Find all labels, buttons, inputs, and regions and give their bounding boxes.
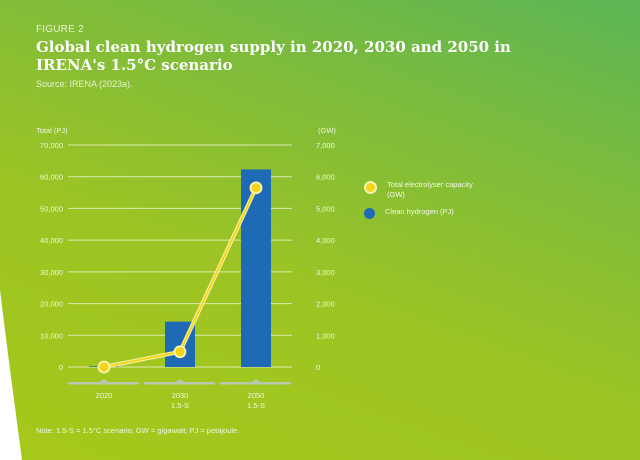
legend-item-electrolyser: Total electrolyser capacity (GW)	[364, 180, 487, 200]
chart-title: Global clean hydrogen supply in 2020, 20…	[36, 38, 511, 74]
y-tick-left: 40,000	[40, 236, 63, 245]
bar-clean-hydrogen	[241, 169, 271, 367]
x-tick-label: 2020	[96, 391, 113, 400]
legend-label: Clean hydrogen (PJ)	[385, 207, 454, 216]
y-tick-right: 2,000	[316, 300, 335, 309]
note-text: Note: 1.5-S = 1.5°C scenario; GW = gigaw…	[36, 426, 240, 435]
y-tick-right: 6,000	[316, 173, 335, 182]
y-tick-right: 4,000	[316, 236, 335, 245]
x-tick-label: 2030	[172, 391, 189, 400]
y-tick-right: 0	[316, 363, 320, 372]
y-tick-left: 60,000	[40, 173, 63, 182]
figure-label: FIGURE 2	[36, 24, 84, 35]
legend: Total electrolyser capacity (GW) Clean h…	[364, 180, 487, 226]
y-tick-left: 50,000	[40, 204, 63, 213]
x-axis-tick	[176, 379, 184, 382]
y-tick-right: 7,000	[316, 141, 335, 150]
y-axis-left-label: Total (PJ)	[36, 126, 68, 135]
x-axis-tick	[252, 379, 260, 382]
y-tick-left: 20,000	[40, 300, 63, 309]
source-text: Source: IRENA (2023a).	[36, 79, 133, 89]
x-tick-label: 2050	[248, 391, 265, 400]
x-tick-sublabel: 1.5-S	[247, 401, 265, 410]
y-tick-left: 10,000	[40, 331, 63, 340]
yellow-dot-icon	[364, 181, 377, 194]
y-tick-left: 30,000	[40, 268, 63, 277]
line-point	[249, 181, 263, 195]
x-axis-segment	[144, 382, 215, 385]
legend-item-hydrogen: Clean hydrogen (PJ)	[364, 207, 487, 219]
line-point	[97, 360, 111, 374]
line-point	[173, 345, 187, 359]
y-axis-right-label: (GW)	[318, 126, 336, 135]
y-tick-left: 0	[59, 363, 63, 372]
x-tick-sublabel: 1.5-S	[171, 401, 189, 410]
y-tick-right: 5,000	[316, 204, 335, 213]
y-tick-left: 70,000	[40, 141, 63, 150]
y-tick-right: 1,000	[316, 331, 335, 340]
x-axis-segment	[220, 382, 291, 385]
legend-label: Total electrolyser capacity (GW)	[387, 180, 473, 199]
y-tick-right: 3,000	[316, 268, 335, 277]
x-axis-segment	[68, 382, 139, 385]
x-axis-tick	[100, 379, 108, 382]
blue-dot-icon	[364, 208, 375, 219]
